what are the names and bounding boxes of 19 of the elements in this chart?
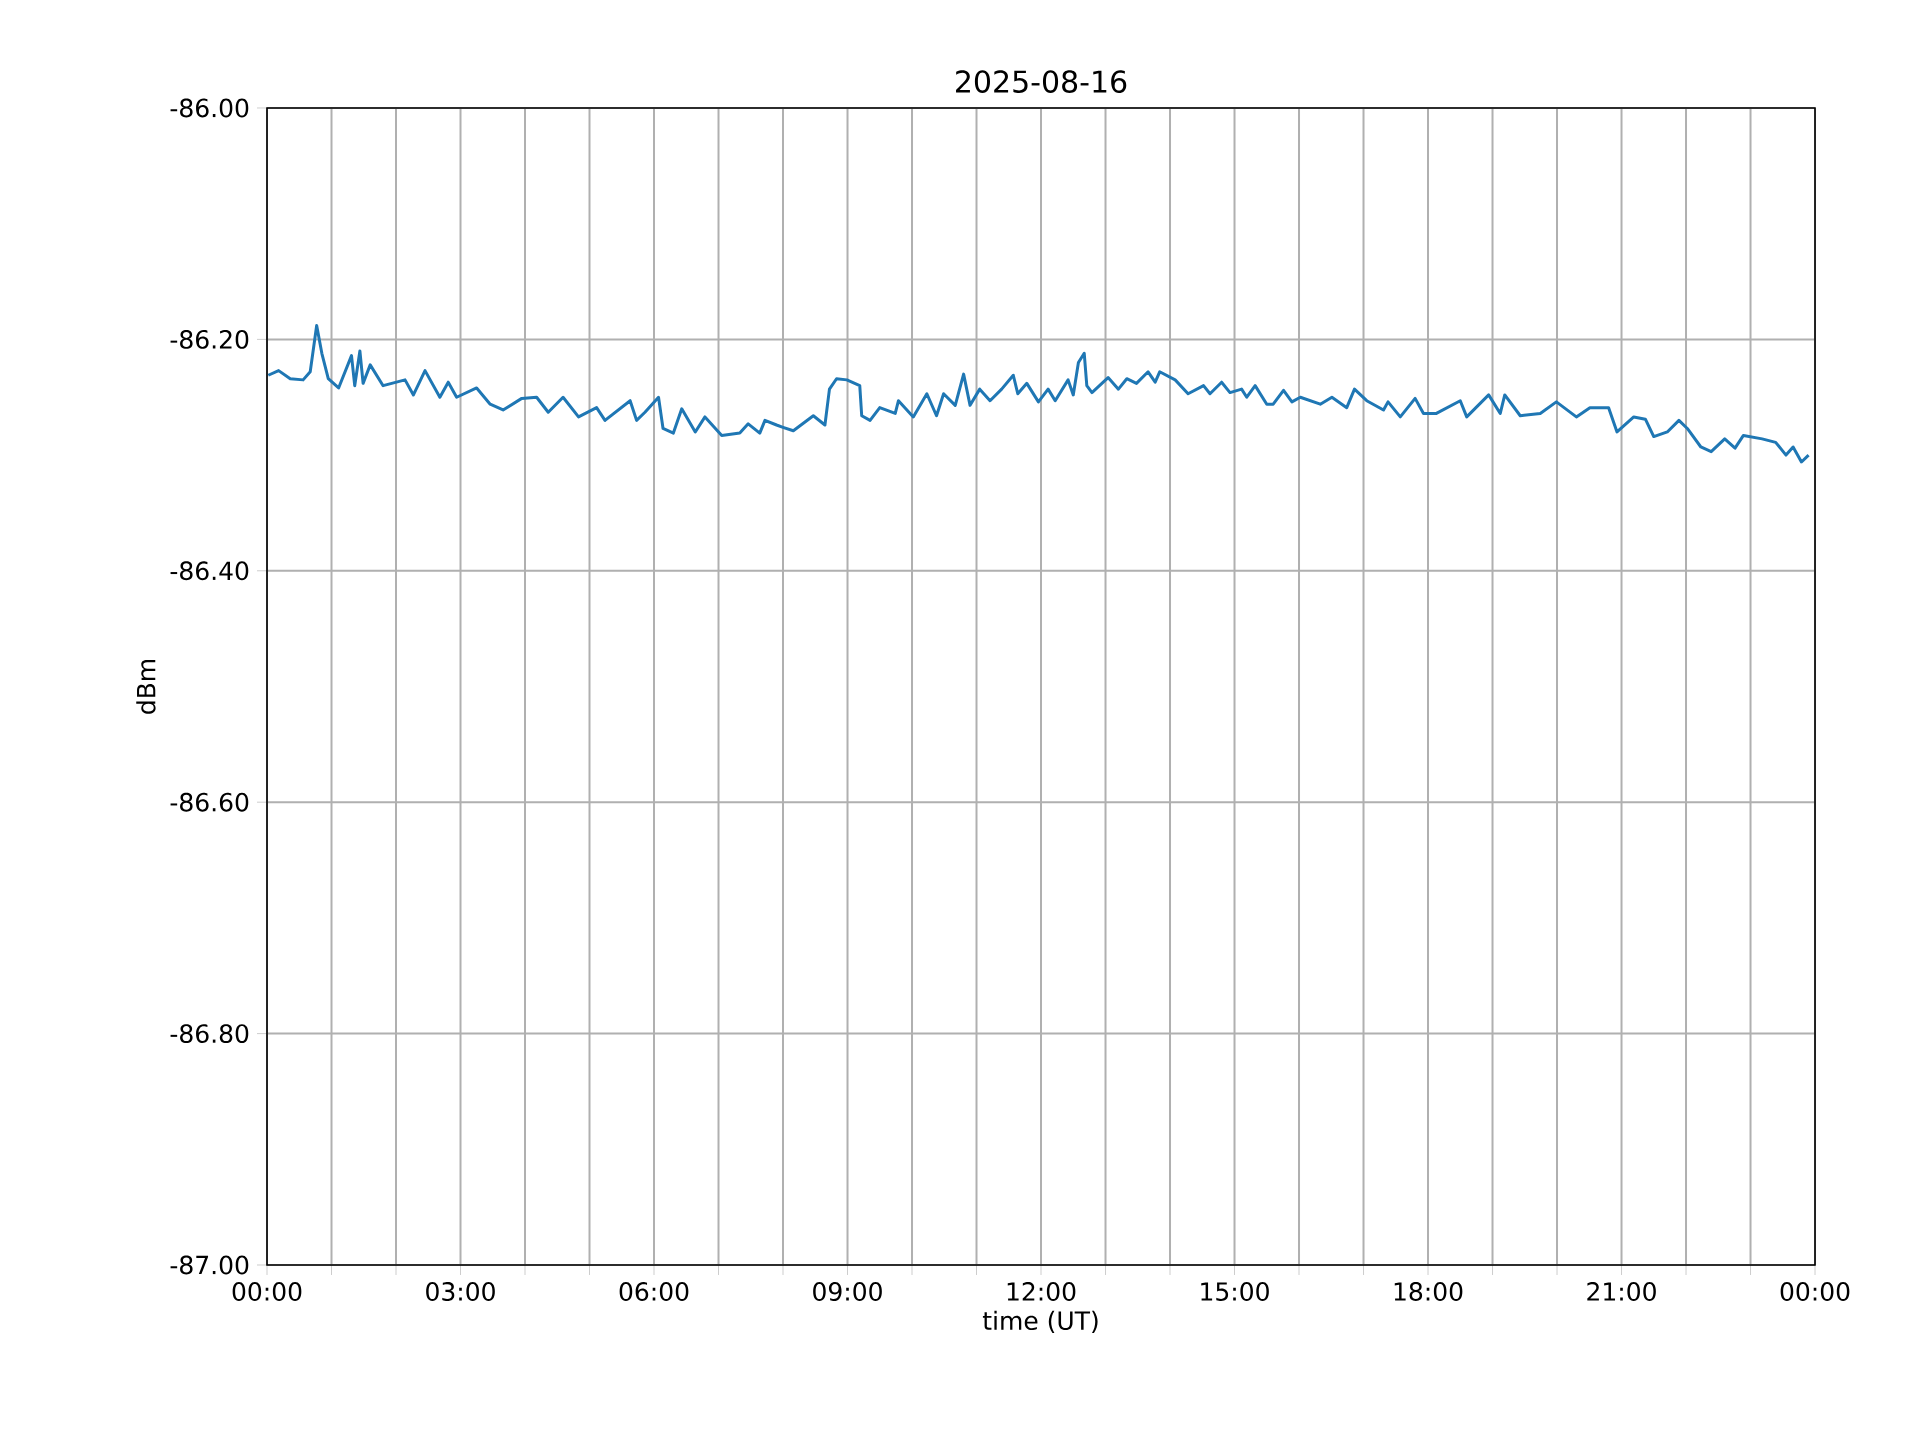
y-tick-label: -87.00: [170, 1255, 249, 1275]
x-tick-label: 06:00: [619, 1282, 689, 1301]
x-tick-label: 21:00: [1587, 1282, 1656, 1301]
y-axis-title: dBm: [136, 659, 156, 714]
x-axis-title: time (UT): [982, 1310, 1098, 1333]
x-tick-label: 15:00: [1201, 1282, 1269, 1301]
x-tick-label: 00:00: [232, 1282, 302, 1301]
y-tick-label: -86.60: [170, 792, 249, 812]
x-tick-label: 18:00: [1394, 1282, 1463, 1301]
y-tick-label: -86.40: [170, 561, 249, 581]
y-tick-label: -86.00: [170, 98, 249, 118]
x-tick-label: 12:00: [1007, 1282, 1076, 1301]
y-tick-label: -86.20: [170, 329, 249, 349]
chart-title: 2025-08-16: [956, 70, 1127, 93]
x-tick-label: 09:00: [813, 1282, 882, 1301]
x-tick-label: 00:00: [1780, 1282, 1850, 1301]
y-tick-label: -86.80: [170, 1024, 249, 1044]
line-series: [267, 324, 1811, 464]
x-tick-label: 03:00: [426, 1282, 495, 1301]
